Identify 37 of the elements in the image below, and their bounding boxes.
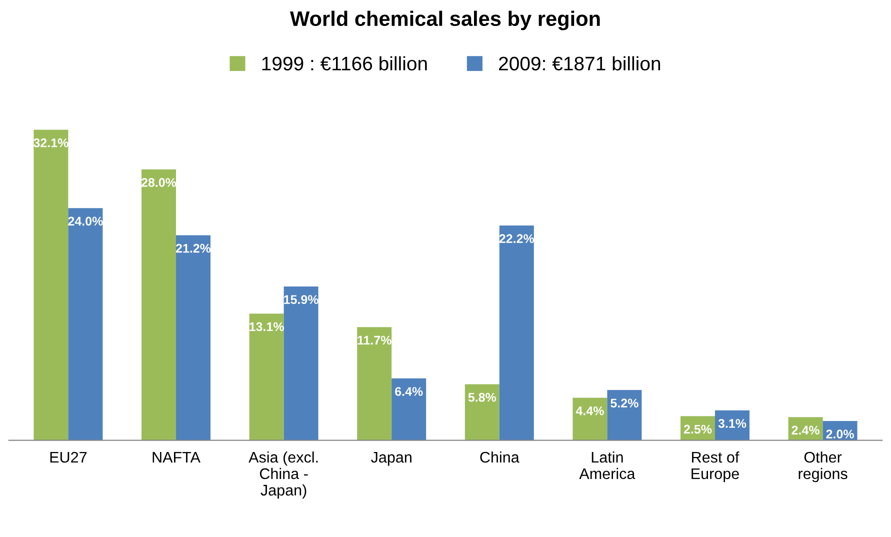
data-label: 5.8% (468, 392, 496, 402)
data-label: 28.0% (141, 178, 176, 187)
data-label: 21.2% (176, 244, 211, 253)
x-tick-label: Latin America (579, 451, 636, 480)
data-label: 2.0% (826, 430, 854, 438)
x-tick-label: Asia (excl. China - Japan) (248, 451, 318, 499)
bar (284, 286, 318, 440)
x-tick-label: Other regions (798, 451, 848, 482)
bar (34, 130, 68, 440)
bar (357, 327, 392, 440)
data-label: 5.2% (610, 398, 638, 408)
bar (499, 226, 534, 440)
data-label: 13.1% (250, 322, 284, 332)
bar (572, 398, 608, 440)
legend-label: 2009: €1871 billion (499, 56, 660, 70)
data-label: 2.5% (684, 424, 712, 434)
bar (607, 390, 642, 440)
data-label: 6.4% (395, 387, 423, 396)
x-tick-label: Japan (371, 452, 412, 466)
bar (142, 169, 176, 440)
bar (464, 384, 500, 440)
x-tick-label: Rest of Europe (692, 451, 740, 482)
legend-label: 1999 : €1166 billion (262, 56, 427, 70)
data-label: 3.1% (718, 419, 746, 428)
chart-title: World chemical sales by region (290, 10, 600, 30)
bar (176, 235, 210, 440)
data-label: 4.4% (576, 406, 604, 416)
x-tick-label: NAFTA (152, 452, 200, 463)
data-label: 2.4% (792, 426, 820, 435)
data-label: 15.9% (284, 295, 318, 304)
bar (68, 208, 103, 440)
bar (715, 410, 750, 440)
x-tick-label: EU27 (50, 452, 87, 463)
bar (392, 378, 426, 440)
bar (249, 314, 284, 440)
x-tick-label: China (480, 451, 520, 463)
data-label: 11.7% (358, 336, 392, 345)
